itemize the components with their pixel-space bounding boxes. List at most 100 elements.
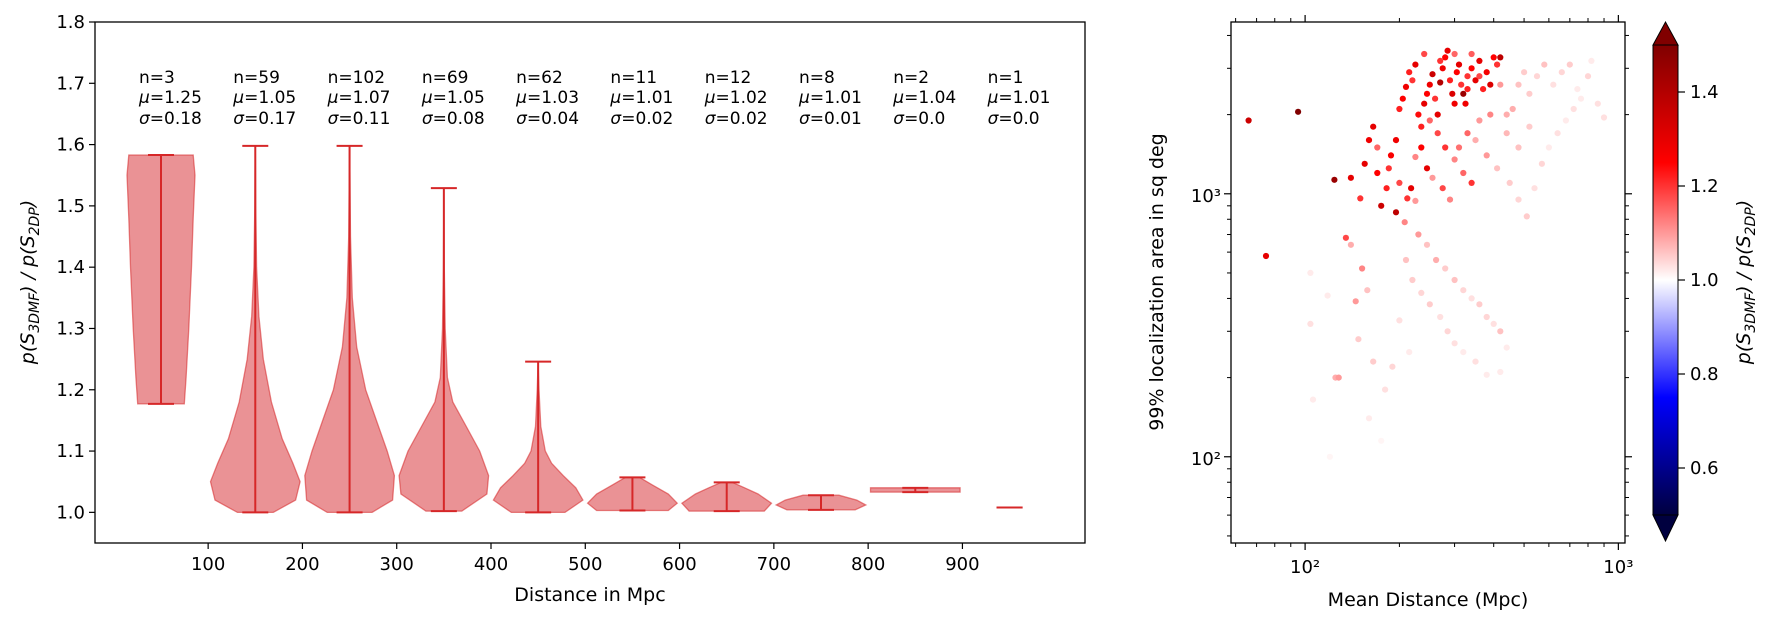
colorbar-ticks: 0.6 0.8 1.0 1.2 1.4 — [1678, 82, 1719, 479]
violin-y-ticks: 1.0 1.1 1.2 1.3 1.4 1.5 1.6 1.7 1.8 — [56, 12, 95, 523]
scatter-point — [1588, 57, 1595, 64]
y-tick-label: 1.0 — [56, 502, 85, 523]
scatter-point — [1378, 202, 1385, 209]
scatter-point — [1412, 153, 1419, 161]
scatter-point — [1335, 374, 1342, 381]
scatter-point — [1374, 144, 1381, 151]
scatter-point — [1503, 344, 1510, 351]
scatter-point — [1385, 165, 1392, 172]
y-tick-label: 1.5 — [56, 196, 85, 217]
x-tick-label: 100 — [191, 554, 225, 575]
colorbar-max-extend — [1652, 20, 1679, 46]
annotation-sigma: σ=0.01 — [799, 109, 862, 129]
scatter-point — [1401, 219, 1408, 226]
scatter-point — [1566, 61, 1573, 68]
y-tick-label: 10² — [1191, 449, 1221, 470]
scatter-point — [1497, 81, 1504, 88]
colorbar-tick-label: 1.2 — [1690, 176, 1719, 197]
scatter-point — [1404, 195, 1411, 202]
scatter-point — [1406, 349, 1413, 356]
colorbar-tick-label: 0.8 — [1690, 364, 1719, 385]
scatter-point — [1515, 144, 1522, 151]
scatter-point — [1396, 317, 1403, 324]
annotation-n: n=1 — [988, 68, 1024, 88]
annotation-sigma: σ=0.04 — [516, 109, 579, 129]
violin-y-axis-label: p(S3DMF) / p(S2DP) — [17, 200, 43, 365]
scatter-point — [1357, 195, 1364, 202]
scatter-point — [1365, 137, 1373, 144]
scatter-point — [1412, 61, 1419, 68]
scatter-point — [1458, 81, 1465, 88]
scatter-point — [1442, 265, 1449, 272]
scatter-point — [1550, 81, 1557, 88]
scatter-point — [1451, 276, 1458, 284]
scatter-point — [1468, 179, 1475, 186]
scatter-point — [1324, 292, 1331, 299]
annotation-mu: μ=1.04 — [892, 88, 956, 108]
violin-chart: n=3μ=1.25σ=0.18n=59μ=1.05σ=0.17n=102μ=1.… — [17, 12, 1086, 606]
scatter-point — [1449, 90, 1456, 97]
annotation-n: n=62 — [516, 68, 563, 88]
scatter-point — [1423, 241, 1431, 248]
scatter-point — [1523, 213, 1530, 220]
scatter-point — [1392, 137, 1400, 144]
scatter-point — [1245, 117, 1252, 124]
scatter-point — [1526, 90, 1533, 97]
annotation-sigma: σ=0.0 — [988, 109, 1040, 129]
scatter-point — [1462, 100, 1469, 107]
scatter-ticks: 10² 10² 10³ 10³ — [1191, 15, 1633, 578]
y-tick-label: 10³ — [1191, 186, 1221, 207]
scatter-point — [1468, 50, 1475, 58]
scatter-point — [1451, 340, 1458, 347]
scatter-point — [1545, 144, 1552, 151]
y-tick-label: 1.7 — [56, 73, 85, 94]
x-tick-label: 400 — [474, 554, 508, 575]
scatter-point — [1533, 73, 1541, 80]
annotation-sigma: σ=0.02 — [610, 109, 673, 129]
scatter-point — [1574, 86, 1581, 93]
scatter-point — [1515, 81, 1522, 88]
scatter-point — [1383, 185, 1390, 192]
annotation-mu: μ=1.03 — [515, 88, 579, 108]
scatter-point — [1497, 328, 1504, 335]
scatter-point — [1423, 90, 1431, 97]
scatter-point — [1446, 196, 1454, 203]
scatter-point — [1396, 105, 1403, 113]
scatter-point — [1472, 137, 1479, 144]
annotation-mu: μ=1.05 — [232, 88, 296, 108]
y-tick-label: 1.6 — [56, 135, 85, 156]
scatter-point — [1451, 50, 1458, 58]
scatter-point — [1307, 320, 1314, 327]
scatter-point — [1409, 276, 1416, 284]
scatter-axes-frame — [1230, 21, 1626, 544]
scatter-y-axis-label: 99% localization area in sq deg — [1146, 133, 1168, 430]
scatter-point — [1326, 453, 1333, 460]
scatter-point — [1382, 386, 1389, 393]
scatter-point — [1402, 83, 1410, 90]
scatter-point — [1600, 114, 1608, 121]
scatter-point — [1396, 179, 1403, 186]
scatter-point — [1418, 123, 1425, 130]
scatter-point — [1460, 349, 1467, 356]
annotation-n: n=102 — [328, 68, 385, 88]
scatter-point — [1444, 328, 1451, 335]
scatter-point — [1497, 54, 1504, 61]
scatter-point — [1437, 313, 1444, 321]
x-tick-label: 200 — [285, 554, 319, 575]
colorbar: 0.6 0.8 1.0 1.2 1.4 p(S3DMF) / p(S2DP) — [1652, 20, 1759, 543]
scatter-point — [1421, 50, 1428, 58]
annotation-sigma: σ=0.08 — [422, 109, 485, 129]
scatter-point — [1483, 69, 1490, 76]
scatter-point — [1426, 81, 1433, 88]
scatter-point — [1476, 301, 1483, 308]
scatter-point — [1554, 130, 1561, 137]
scatter-point — [1503, 130, 1510, 137]
scatter-point — [1429, 174, 1436, 181]
scatter-chart: 10² 10² 10³ 10³ Mean Distance (Mpc) 99% loc… — [1146, 15, 1633, 611]
scatter-point — [1483, 313, 1490, 321]
scatter-point — [1432, 95, 1439, 102]
annotation-n: n=59 — [233, 68, 280, 88]
scatter-point — [1421, 100, 1428, 107]
annotation-sigma: σ=0.11 — [328, 109, 391, 129]
